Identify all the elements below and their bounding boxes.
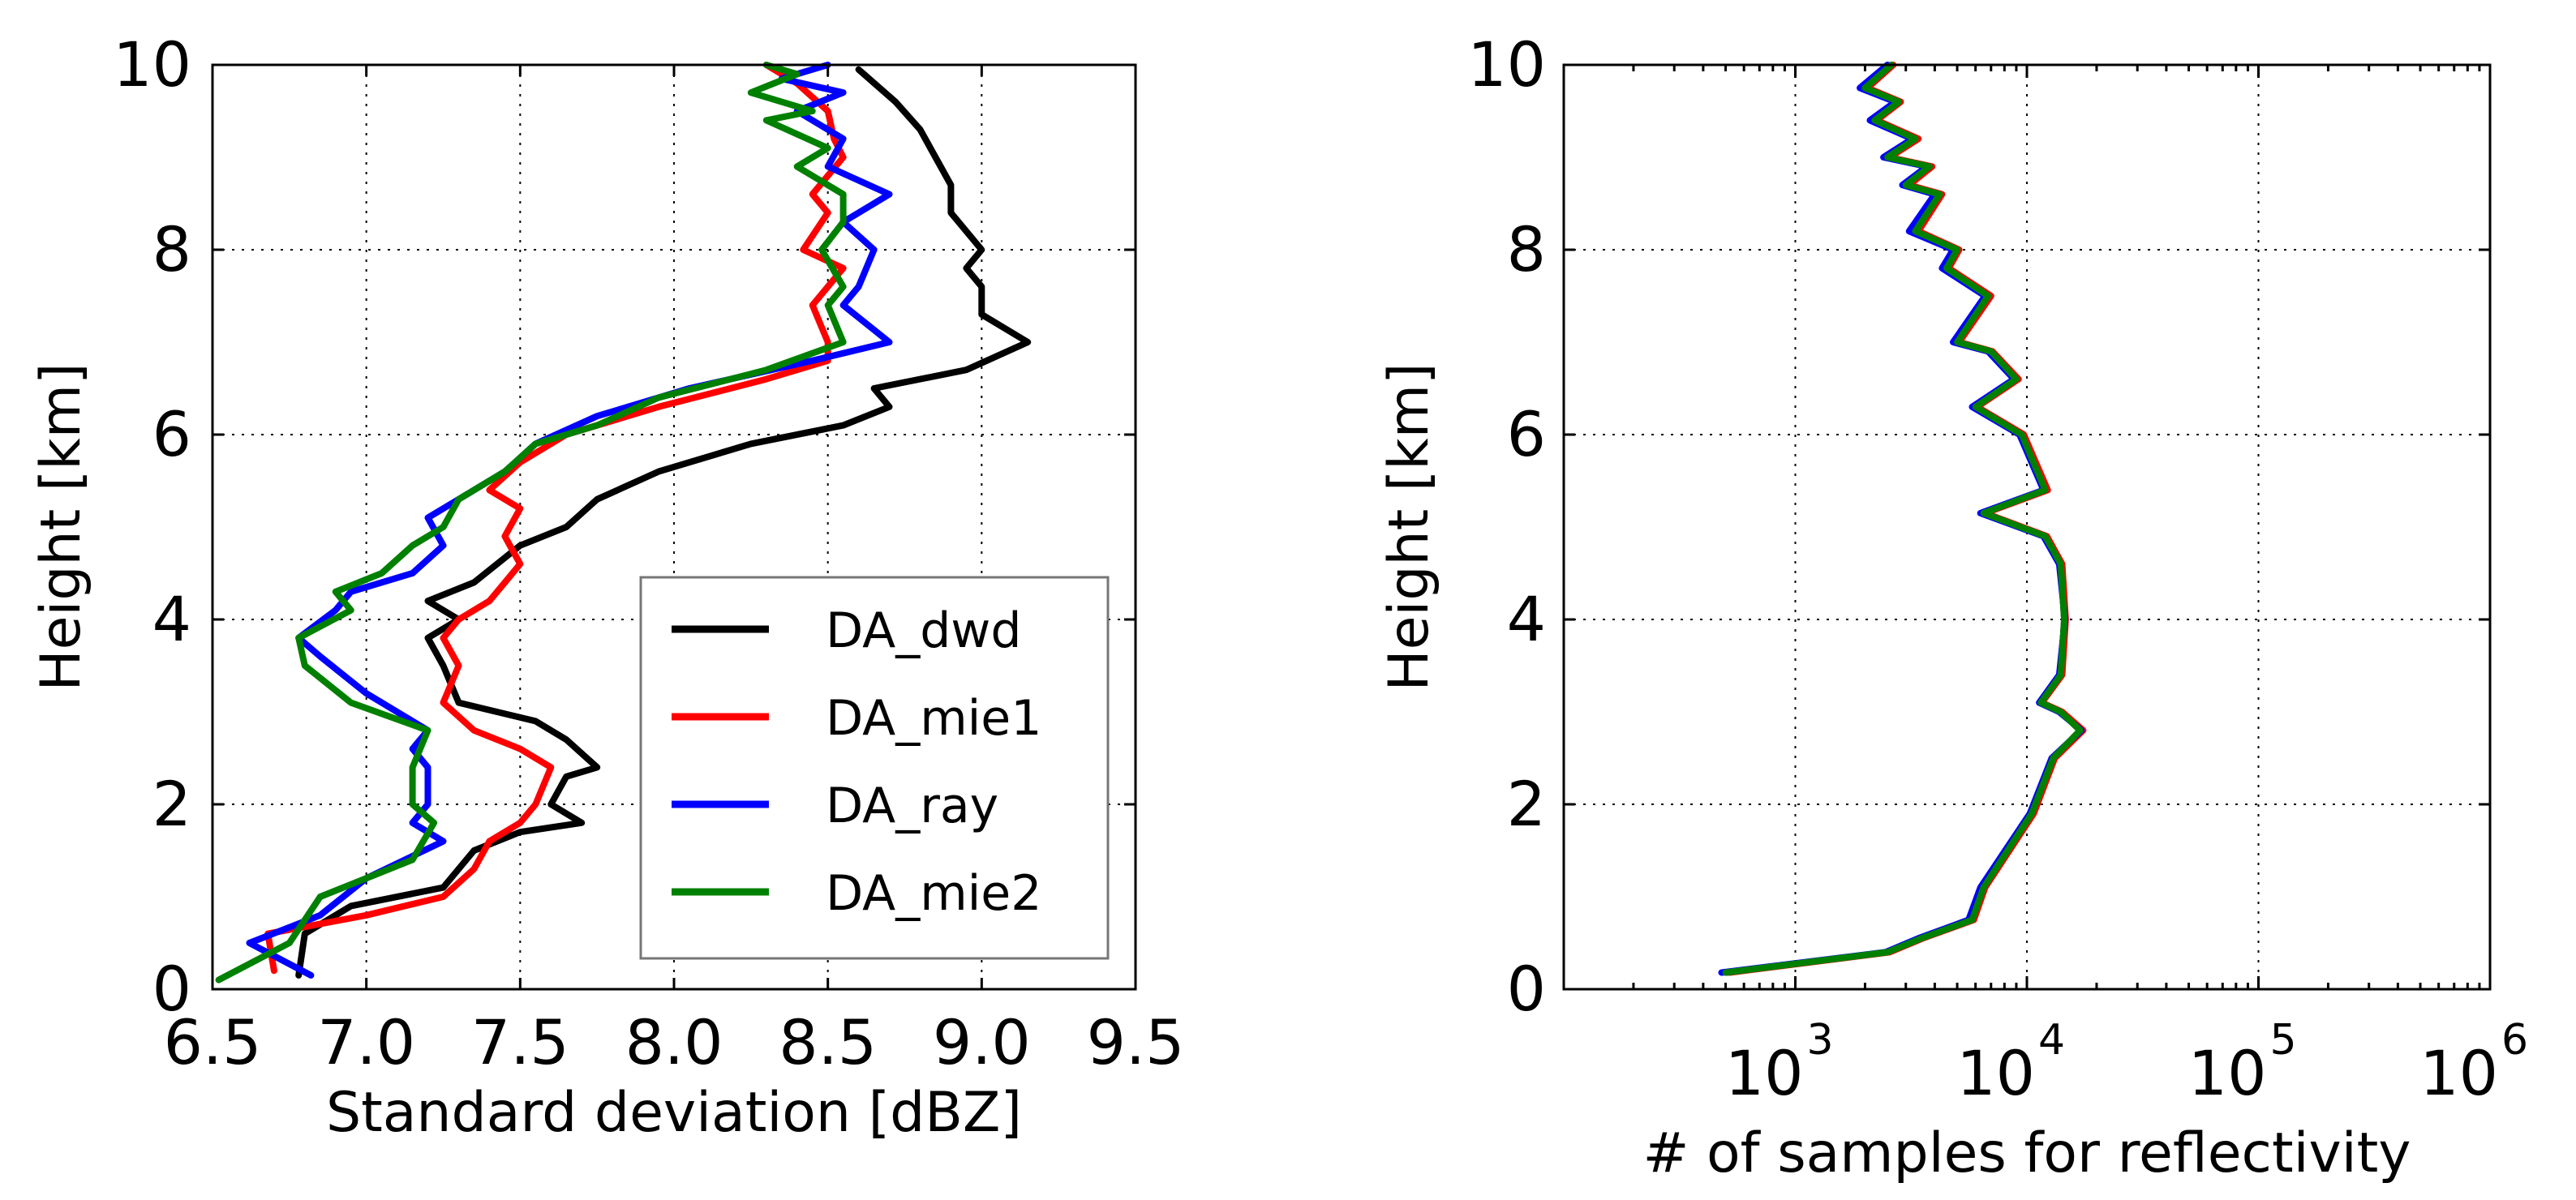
right-x-tick-label-exponent: 5: [2270, 1016, 2297, 1065]
right-x-tick-label-base: 10: [2188, 1037, 2267, 1109]
right-y-axis-label: Height [km]: [1377, 362, 1441, 691]
right-x-tick-label: 10 3: [1725, 1016, 1834, 1109]
left-x-tick-label: 8.0: [625, 1006, 723, 1078]
right-y-tick-label: 6: [1507, 398, 1546, 470]
left-y-tick-label: 6: [152, 398, 191, 470]
series-line-da-dwd: [295, 66, 1032, 979]
right-x-axis-label: # of samples for reflectivity: [1642, 1121, 2411, 1185]
legend-label-da-mie1: DA_mie1: [826, 690, 1041, 747]
right-x-tick-label-base: 10: [1725, 1037, 1804, 1109]
right-x-tick-label-base: 10: [1956, 1037, 2035, 1109]
left-x-tick-label: 7.5: [471, 1006, 569, 1078]
right-x-tick-label: 10 4: [1956, 1016, 2065, 1109]
right-x-tick-label: 10 6: [2419, 1016, 2528, 1109]
left-series-group: [215, 62, 1032, 984]
right-y-tick-label: 10: [1467, 28, 1546, 101]
right-y-tick-label: 8: [1507, 213, 1546, 285]
left-x-tick-label: 9.5: [1087, 1006, 1185, 1078]
right-y-tick-label: 4: [1507, 583, 1546, 655]
legend-label-da-mie2: DA_mie2: [826, 865, 1041, 922]
right-x-tick-label-exponent: 6: [2501, 1016, 2528, 1065]
left-y-tick-label: 2: [152, 768, 191, 840]
left-y-tick-label: 4: [152, 583, 191, 655]
right-x-tick-label: 10 5: [2188, 1016, 2297, 1109]
left-panel: 6.5 7.0 7.5 8.0 8.5 9.0 9.5 0 2 4 6 8 10 Standard d…: [29, 28, 1184, 1145]
left-y-tick-label: 10: [113, 28, 191, 101]
right-y-tick-labels: 0 2 4 6 8 10: [1467, 28, 1546, 1025]
left-x-tick-label: 7.0: [317, 1006, 415, 1078]
right-x-tick-label-exponent: 3: [1807, 1016, 1834, 1065]
right-ticks: [1564, 63, 2492, 991]
left-y-tick-labels: 0 2 4 6 8 10: [113, 28, 191, 1025]
series-line-da-mie2: [215, 62, 847, 984]
left-x-tick-label: 6.5: [164, 1006, 262, 1078]
right-y-tick-label: 2: [1507, 768, 1546, 840]
legend-label-da-dwd: DA_dwd: [826, 602, 1021, 659]
left-y-axis-label: Height [km]: [29, 362, 93, 691]
series-line-da-mie1: [264, 62, 847, 975]
right-series-group: [1718, 62, 2087, 976]
left-x-tick-label: 9.0: [933, 1006, 1031, 1078]
right-x-tick-label-base: 10: [2419, 1037, 2498, 1109]
left-x-tick-label: 8.5: [779, 1006, 877, 1078]
right-x-tick-label-exponent: 4: [2038, 1016, 2065, 1065]
left-x-tick-labels: 6.5 7.0 7.5 8.0 8.5 9.0 9.5: [164, 1006, 1185, 1078]
series-line-da-ray: [246, 62, 893, 979]
left-y-tick-label: 8: [152, 213, 191, 285]
left-x-axis-label: Standard deviation [dBZ]: [326, 1081, 1022, 1145]
right-y-tick-label: 0: [1507, 953, 1546, 1025]
right-grid: [1564, 64, 2490, 990]
legend: DA_dwd DA_mie1 DA_ray DA_mie2: [639, 576, 1110, 960]
left-ticks: [211, 63, 1137, 991]
left-y-tick-label: 0: [152, 953, 191, 1025]
legend-items: DA_dwd DA_mie1 DA_ray DA_mie2: [672, 602, 1041, 922]
right-series-line-da-mie2: [1722, 62, 2084, 976]
legend-label-da-ray: DA_ray: [826, 778, 998, 834]
right-x-tick-labels: 10 3 10 4 10 5 10 6: [1725, 1016, 2528, 1109]
